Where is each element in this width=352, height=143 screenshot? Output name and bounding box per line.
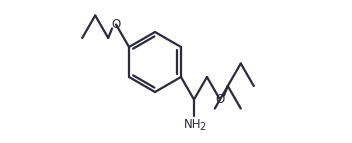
Text: NH: NH bbox=[184, 118, 202, 131]
Text: O: O bbox=[215, 93, 225, 106]
Text: O: O bbox=[111, 18, 121, 31]
Text: 2: 2 bbox=[199, 122, 205, 132]
